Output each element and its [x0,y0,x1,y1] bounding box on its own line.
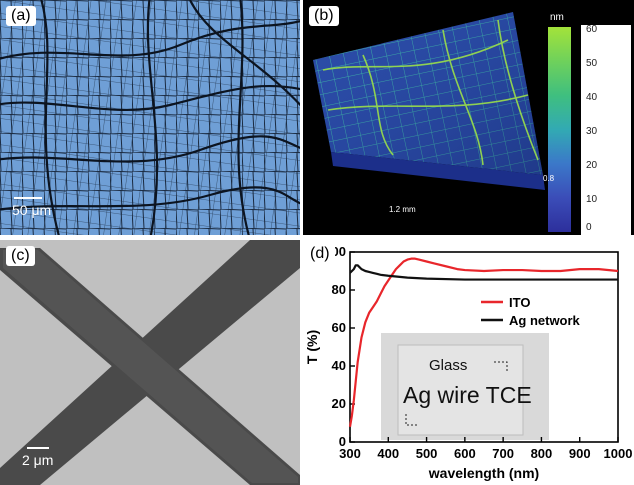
y-tick-label: 20 [332,396,346,411]
panel-d-label: (d) [305,244,335,264]
x-tick-label: 1000 [604,446,633,461]
y-tick-label: 80 [332,282,346,297]
colorbar-tick: 0 [586,222,592,233]
panel-c: (c) 2 μm [0,240,300,485]
colorbar-tick: 30 [586,126,597,137]
colorbar-tick: 50 [586,58,597,69]
scale-bar-c-label: 2 μm [22,452,53,468]
panel-b-label: (b) [309,6,339,26]
x-tick-label: 500 [416,446,438,461]
afm-x-axis-text: 1.2 mm [389,205,416,214]
legend-label: Ag network [509,313,581,328]
colorbar-unit: nm [550,12,564,23]
panel-b: nm 60 50 40 30 20 10 0 1.2 mm 0.8 (b) [303,0,634,235]
scale-bar-a-label: 50 μm [12,202,51,218]
x-axis-label: wavelength (nm) [428,465,539,481]
y-axis-label: T (%) [304,330,320,364]
y-tick-label: 0 [339,434,346,449]
colorbar-tick: 40 [586,92,597,103]
colorbar-tick: 20 [586,160,597,171]
y-tick-label: 40 [332,358,346,373]
inset-text: Ag wire TCE [403,382,532,408]
panel-a-label: (a) [6,6,36,26]
panel-a: (a) 50 μm [0,0,300,235]
panel-c-label: (c) [6,246,35,266]
colorbar-tick: 10 [586,194,597,205]
x-tick-label: 900 [569,446,591,461]
y-tick-label: 60 [332,320,346,335]
x-tick-label: 800 [531,446,553,461]
panel-d: Glass Ag wire TCE 300 400 500 600 700 800 900 1… [303,240,634,485]
legend-label: ITO [509,295,530,310]
x-tick-label: 400 [377,446,399,461]
colorbar [548,27,571,232]
transmittance-chart: Glass Ag wire TCE 300 400 500 600 700 800 900 1… [303,240,634,485]
x-tick-label: 600 [454,446,476,461]
scale-bar-c [27,447,49,449]
afm-y-axis-text: 0.8 [543,174,554,183]
x-tick-label: 700 [492,446,514,461]
chart-legend: ITO Ag network [481,295,581,328]
crack-network-micrograph [0,0,300,235]
scale-bar-a [14,197,42,199]
inset-glass-label: Glass [429,357,467,374]
colorbar-tick: 60 [586,24,597,35]
